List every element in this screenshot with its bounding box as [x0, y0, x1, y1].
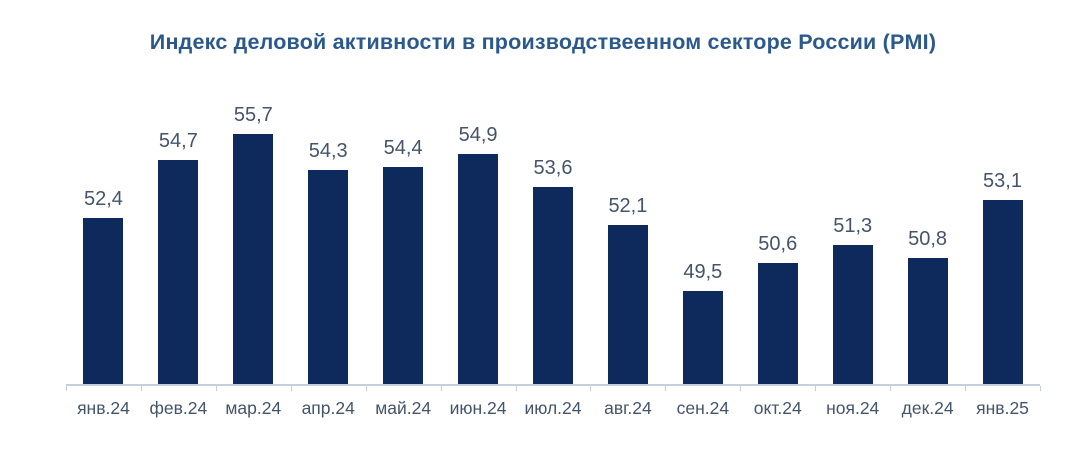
x-axis-label: янв.24: [77, 398, 130, 418]
bar-value-label: 50,8: [908, 228, 948, 250]
bar: [308, 170, 349, 384]
bar-cell: 51,3: [815, 99, 890, 384]
bar-value-label: 54,4: [383, 137, 423, 159]
bar: [458, 154, 499, 384]
axis-tick-cell: [215, 386, 291, 391]
bar: [158, 160, 199, 384]
bar-value-label: 54,7: [158, 130, 198, 152]
x-axis-ticks: [66, 386, 1041, 391]
bar-value-label: 49,5: [683, 261, 723, 283]
axis-tick-cell: [515, 386, 591, 391]
bar: [83, 218, 124, 384]
bar-cell: 52,4: [66, 99, 141, 384]
x-axis-label: ноя.24: [826, 398, 880, 418]
x-axis-label: май.24: [375, 398, 432, 418]
bar-cell: 49,5: [665, 99, 740, 384]
bar-value-label: 50,6: [758, 233, 798, 255]
bar-value-label: 51,3: [833, 215, 873, 237]
axis-tick-cell: [290, 386, 366, 391]
bar: [607, 225, 648, 384]
bar-cell: 52,1: [590, 99, 665, 384]
bar: [682, 291, 723, 384]
x-axis-label: сен.24: [676, 398, 730, 418]
x-axis-label: мар.24: [225, 398, 282, 418]
axis-tick-cell: [590, 386, 665, 391]
axis-tick-cell: [965, 386, 1040, 391]
bar: [907, 258, 948, 384]
x-axis-labels: янв.24 фев.24 мар.24 апр.24 май.24 июн.24 июл.…: [66, 391, 1040, 419]
axis-tick-cell: [890, 386, 965, 391]
x-axis-label: июл.24: [524, 398, 582, 418]
bar-value-label: 54,3: [308, 140, 348, 162]
axis-tick-cell: [440, 386, 516, 391]
plot-area: 52,4 54,7 55,7 54,3 54,4 54,9 53,6 52,1 49,5 50,6…: [66, 99, 1041, 419]
bar: [832, 245, 873, 384]
bar-cell: 54,7: [141, 99, 216, 384]
bar-cell: 53,1: [965, 99, 1040, 384]
x-axis-label: июн.24: [449, 398, 507, 418]
axis-tick-cell: [66, 386, 141, 391]
bar: [757, 263, 798, 384]
bar-value-label: 52,1: [608, 195, 648, 217]
bar-value-label: 53,6: [533, 157, 573, 179]
bar-cell: 55,7: [216, 99, 291, 384]
x-axis-label: фев.24: [149, 398, 208, 418]
x-axis-line: [66, 384, 1040, 386]
x-axis-label: апр.24: [301, 398, 355, 418]
axis-tick-cell: [740, 386, 815, 391]
bar: [532, 187, 573, 384]
x-axis-label: дек.24: [901, 398, 954, 418]
bar-cell: 54,9: [441, 99, 516, 384]
bar-cell: 54,4: [366, 99, 441, 384]
axis-tick-cell: [815, 386, 890, 391]
bar-value-label: 54,9: [458, 124, 498, 146]
bar-cell: 50,8: [890, 99, 965, 384]
chart-title: Индекс деловой активности в производстве…: [149, 30, 937, 54]
axis-tick-cell: [140, 386, 216, 391]
bar: [233, 134, 274, 384]
bar: [383, 167, 424, 384]
x-axis-label: янв.25: [976, 398, 1029, 418]
bar-value-label: 53,1: [983, 170, 1022, 192]
bars-row: 52,4 54,7 55,7 54,3 54,4 54,9 53,6 52,1 49,5 50,6…: [66, 99, 1040, 384]
x-axis-label: авг.24: [604, 398, 652, 418]
axis-tick-cell: [665, 386, 740, 391]
bar: [982, 200, 1023, 384]
bar-value-label: 55,7: [233, 104, 273, 126]
bar-value-label: 52,4: [83, 188, 123, 210]
bar-cell: 50,6: [740, 99, 815, 384]
bar-cell: 54,3: [291, 99, 366, 384]
axis-tick-cell: [365, 386, 441, 391]
bar-cell: 53,6: [516, 99, 591, 384]
x-axis-label: окт.24: [753, 398, 802, 418]
